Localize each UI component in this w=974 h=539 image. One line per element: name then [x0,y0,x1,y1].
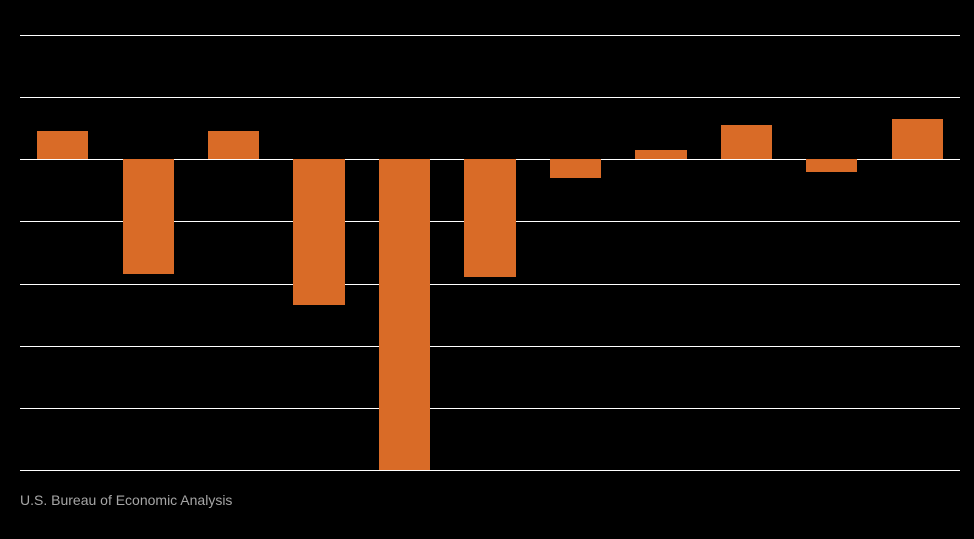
source-attribution: U.S. Bureau of Economic Analysis [20,492,232,508]
gridline [20,408,960,409]
bar [721,125,772,159]
gridline [20,346,960,347]
gridline [20,470,960,471]
bar [892,119,943,159]
bar-chart [20,35,960,470]
bar [464,159,515,277]
bar [379,159,430,470]
bar [293,159,344,305]
gridline [20,97,960,98]
plot-area [20,35,960,470]
bar [123,159,174,274]
bar [208,131,259,159]
bar [806,159,857,171]
bar [550,159,601,178]
gridline [20,35,960,36]
bar [37,131,88,159]
gridline [20,284,960,285]
bar [635,150,686,159]
